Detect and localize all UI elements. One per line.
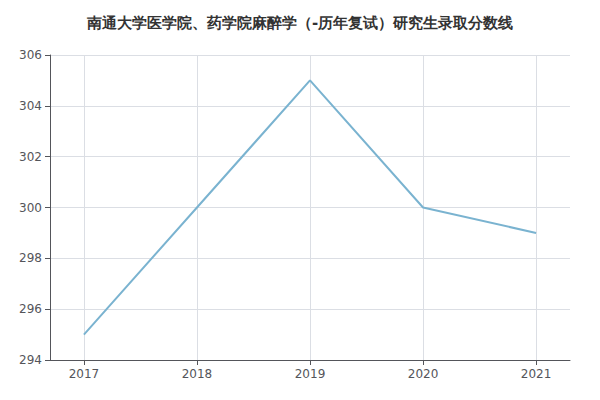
svg-text:2020: 2020 [408,367,439,381]
svg-text:306: 306 [19,48,42,62]
svg-text:294: 294 [19,353,42,367]
svg-text:304: 304 [19,99,42,113]
svg-text:296: 296 [19,302,42,316]
svg-text:2021: 2021 [521,367,552,381]
svg-text:2017: 2017 [69,367,100,381]
svg-text:300: 300 [19,201,42,215]
svg-text:南通大学医学院、药学院麻醉学（-历年复试）研究生录取分数线: 南通大学医学院、药学院麻醉学（-历年复试）研究生录取分数线 [86,14,513,32]
svg-text:298: 298 [19,251,42,265]
svg-text:302: 302 [19,150,42,164]
svg-text:2018: 2018 [182,367,213,381]
svg-text:2019: 2019 [295,367,326,381]
